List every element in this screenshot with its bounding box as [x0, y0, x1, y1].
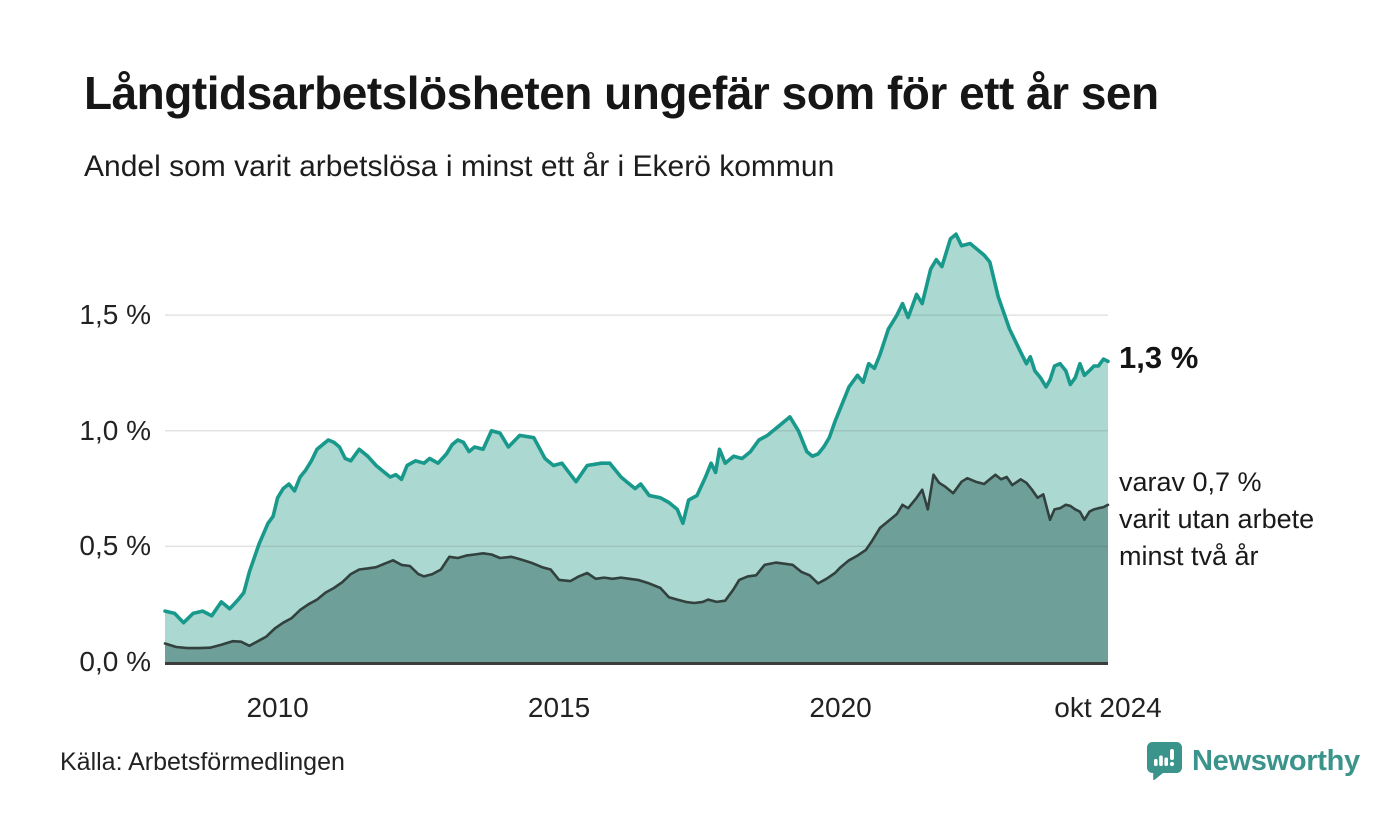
- x-axis-tick-label: 2010: [246, 692, 309, 723]
- x-axis-tick-label: 2020: [809, 692, 872, 723]
- y-axis-tick-label: 0,0 %: [79, 646, 151, 677]
- x-axis-tick-label: 2015: [527, 692, 591, 723]
- chart-subtitle: Andel som varit arbetslösa i minst ett å…: [84, 150, 835, 183]
- bar-chart-speech-bubble-icon: [1147, 742, 1182, 781]
- y-axis-tick-label: 0,5 %: [79, 530, 151, 562]
- series-line-one-year: [163, 232, 1110, 625]
- y-axis-tick-label: 1,5 %: [79, 299, 151, 331]
- series-line-two-years: [163, 473, 1110, 650]
- newsworthy-logo: Newsworthy: [1146, 741, 1360, 781]
- chart-title: Långtidsarbetslösheten ungefär som för e…: [84, 67, 1159, 119]
- x-axis-tick-label: okt 2024: [1054, 692, 1162, 723]
- area-fill-two-years: [165, 474, 1108, 662]
- y-axis-tick-label: 1,0 %: [79, 414, 151, 446]
- series-end-label-two-years: varav 0,7 % varit utan arbete minst två …: [1119, 467, 1315, 571]
- source-attribution: Källa: Arbetsförmedlingen: [60, 748, 345, 776]
- newsworthy-wordmark: Newsworthy: [1192, 744, 1360, 777]
- series-end-label-one-year: 1,3 %: [1119, 340, 1199, 375]
